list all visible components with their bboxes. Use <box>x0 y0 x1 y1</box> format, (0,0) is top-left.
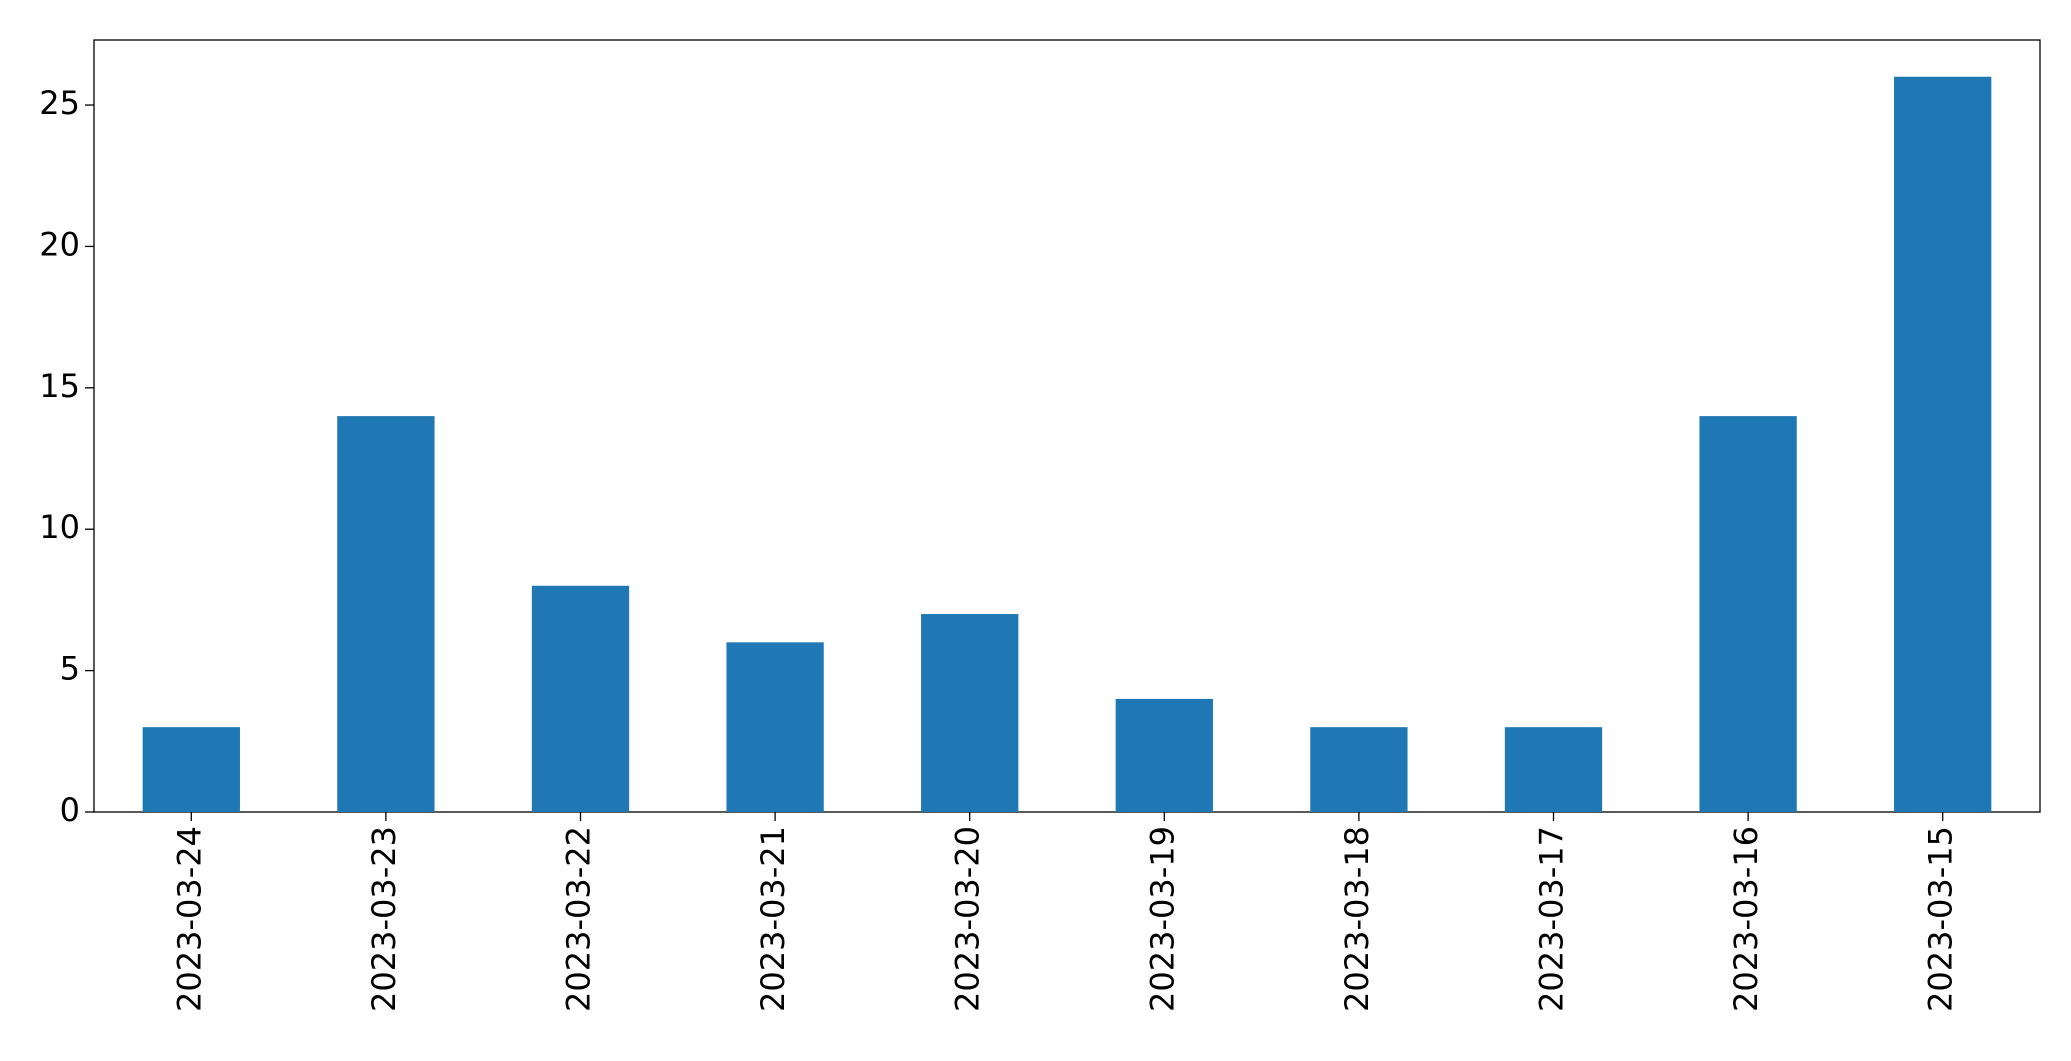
x-tick-label: 2023-03-21 <box>754 826 792 1012</box>
bar <box>337 416 435 812</box>
x-tick-label: 2023-03-16 <box>1727 826 1765 1012</box>
bar <box>921 614 1019 812</box>
y-tick-label: 10 <box>39 508 80 546</box>
x-tick-label: 2023-03-20 <box>949 826 987 1012</box>
y-tick-label: 15 <box>39 367 80 405</box>
x-tick-label: 2023-03-17 <box>1533 826 1571 1012</box>
bar <box>1115 698 1213 812</box>
bar <box>1699 416 1797 812</box>
bar <box>142 727 240 812</box>
x-tick-label: 2023-03-22 <box>560 826 598 1012</box>
bar <box>726 642 824 812</box>
x-tick-label: 2023-03-19 <box>1143 826 1181 1012</box>
bar <box>1504 727 1603 812</box>
x-tick-label: 2023-03-24 <box>170 826 208 1012</box>
bar <box>1310 727 1408 812</box>
x-tick-label: 2023-03-18 <box>1338 826 1376 1012</box>
x-tick-label: 2023-03-23 <box>365 826 403 1012</box>
y-tick-label: 0 <box>60 791 80 829</box>
y-tick-label: 20 <box>39 225 80 263</box>
y-tick-label: 5 <box>60 650 80 688</box>
plot-frame <box>93 39 2041 813</box>
bar <box>531 585 630 812</box>
bar <box>1894 76 1992 812</box>
x-tick-label: 2023-03-15 <box>1922 826 1960 1012</box>
y-tick-label: 25 <box>39 84 80 122</box>
